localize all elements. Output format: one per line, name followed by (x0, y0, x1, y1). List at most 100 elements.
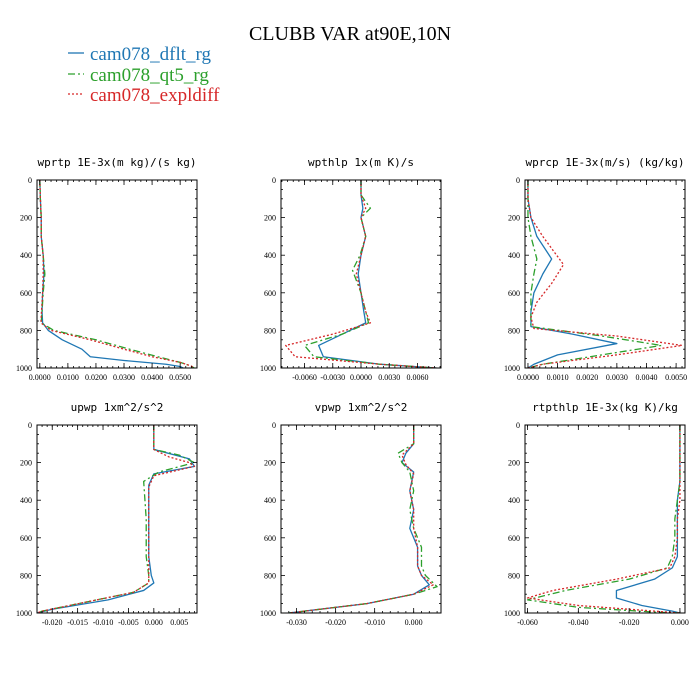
series-line-4-2 (288, 425, 434, 613)
panel-title-1: wpthlp 1x(m K)/s (308, 156, 414, 169)
y-tick-label-3: 400 (20, 496, 32, 505)
series-line-3-2 (37, 425, 196, 613)
series-line-2-1 (527, 180, 662, 368)
y-tick-label-4: 800 (264, 571, 276, 580)
y-tick-label-5: 0 (516, 421, 520, 430)
panel-frame-1 (280, 179, 442, 369)
y-tick-label-2: 600 (508, 289, 520, 298)
x-tick-label-1: 0.0060 (406, 373, 428, 382)
panel-title-3: upwp 1xm^2/s^2 (71, 401, 164, 414)
y-tick-label-1: 0 (272, 176, 276, 185)
panel-frame-2 (524, 179, 686, 369)
y-tick-label-4: 600 (264, 534, 276, 543)
legend-label-0: cam078_dflt_rg (90, 44, 212, 65)
panel-title-5: rtpthlp 1E-3x(kg K)/kg (532, 401, 678, 414)
y-tick-label-3: 0 (28, 421, 32, 430)
y-tick-label-1: 400 (264, 251, 276, 260)
y-tick-label-5: 800 (508, 571, 520, 580)
y-tick-label-0: 800 (20, 326, 32, 335)
y-tick-label-1: 1000 (260, 364, 276, 373)
y-tick-label-3: 200 (20, 459, 32, 468)
x-tick-label-2: 0.0010 (547, 373, 569, 382)
x-tick-label-5: -0.040 (568, 618, 589, 627)
y-tick-label-3: 600 (20, 534, 32, 543)
panel-title-2: wprcp 1E-3x(m/s) (kg/kg) (526, 156, 685, 169)
x-tick-label-3: 0.005 (170, 618, 188, 627)
y-tick-label-1: 600 (264, 289, 276, 298)
series-line-1-0 (318, 180, 437, 368)
x-tick-label-2: 0.0030 (606, 373, 628, 382)
series-line-1-1 (303, 180, 437, 368)
y-tick-label-5: 400 (508, 496, 520, 505)
y-tick-label-3: 800 (20, 571, 32, 580)
y-tick-label-1: 200 (264, 214, 276, 223)
x-tick-label-1: 0.0000 (350, 373, 372, 382)
series-line-5-0 (615, 425, 681, 613)
legend: cam078_dflt_rgcam078_qt5_rgcam078_expldi… (68, 44, 220, 106)
y-tick-label-2: 400 (508, 251, 520, 260)
y-tick-label-3: 1000 (16, 609, 32, 618)
panel-frame-5 (524, 424, 686, 614)
panel-frame-4 (280, 424, 442, 614)
x-tick-label-2: 0.0050 (665, 373, 687, 382)
x-tick-label-3: -0.020 (42, 618, 63, 627)
x-tick-label-2: 0.0020 (576, 373, 598, 382)
y-tick-label-4: 0 (272, 421, 276, 430)
x-tick-label-2: 0.0000 (517, 373, 539, 382)
panel-title-0: wprtp 1E-3x(m kg)/(s kg) (38, 156, 197, 169)
series-line-3-1 (37, 425, 196, 613)
series-line-5-2 (526, 425, 681, 613)
y-tick-label-1: 800 (264, 326, 276, 335)
x-tick-label-1: 0.0030 (378, 373, 400, 382)
y-tick-label-4: 400 (264, 496, 276, 505)
x-tick-label-5: 0.000 (671, 618, 689, 627)
series-line-0-0 (39, 180, 184, 368)
x-tick-label-5: -0.020 (619, 618, 640, 627)
panel-4: vpwp 1xm^2/s^2 0 200 400 600 800 1000 -0.030 -0.… (260, 401, 442, 627)
y-tick-label-0: 1000 (16, 364, 32, 373)
y-tick-label-0: 200 (20, 214, 32, 223)
y-tick-label-2: 200 (508, 214, 520, 223)
figure-title: CLUBB VAR at90E,10N (249, 23, 451, 45)
x-tick-label-1: -0.0030 (320, 373, 345, 382)
y-tick-label-2: 0 (516, 176, 520, 185)
panel-3: upwp 1xm^2/s^2 0 200 400 600 800 1000 -0.020 -0.… (16, 401, 198, 627)
legend-label-2: cam078_expldiff (90, 85, 220, 106)
series-line-0-2 (39, 180, 195, 368)
series-line-2-0 (527, 180, 618, 368)
x-tick-label-4: -0.030 (286, 618, 307, 627)
series-line-4-0 (288, 425, 430, 613)
legend-label-1: cam078_qt5_rg (90, 65, 209, 86)
y-tick-label-2: 1000 (504, 364, 520, 373)
y-tick-label-5: 600 (508, 534, 520, 543)
series-line-4-1 (288, 425, 438, 613)
panel-title-4: vpwp 1xm^2/s^2 (315, 401, 408, 414)
y-tick-label-4: 200 (264, 459, 276, 468)
y-tick-label-5: 1000 (504, 609, 520, 618)
x-tick-label-0: 0.0500 (169, 373, 191, 382)
panel-0: wprtp 1E-3x(m kg)/(s kg) 0 200 400 600 800 100… (16, 156, 198, 382)
x-tick-label-3: -0.015 (67, 618, 88, 627)
x-tick-label-4: -0.020 (325, 618, 346, 627)
panel-5: rtpthlp 1E-3x(kg K)/kg02004006008001000-… (504, 401, 689, 627)
y-tick-label-0: 0 (28, 176, 32, 185)
panel-frame-0 (36, 179, 198, 369)
y-tick-label-2: 800 (508, 326, 520, 335)
x-tick-label-2: 0.0040 (635, 373, 657, 382)
series-line-1-2 (285, 180, 437, 368)
series-line-5-1 (526, 425, 681, 613)
x-tick-label-1: -0.0060 (292, 373, 317, 382)
y-tick-label-5: 200 (508, 459, 520, 468)
x-tick-label-0: 0.0300 (113, 373, 135, 382)
x-tick-label-4: 0.000 (405, 618, 423, 627)
x-tick-label-0: 0.0400 (141, 373, 163, 382)
x-tick-label-3: -0.005 (118, 618, 139, 627)
y-tick-label-0: 600 (20, 289, 32, 298)
panel-2: wprcp 1E-3x(m/s) (kg/kg) 0 200 400 600 800 100… (504, 156, 687, 382)
y-tick-label-4: 1000 (260, 609, 276, 618)
x-tick-label-0: 0.0000 (29, 373, 51, 382)
x-tick-label-5: -0.060 (517, 618, 538, 627)
x-tick-label-0: 0.0200 (85, 373, 107, 382)
panel-1: wpthlp 1x(m K)/s 0 200 400 600 800 1000 -0.0060… (260, 156, 442, 382)
